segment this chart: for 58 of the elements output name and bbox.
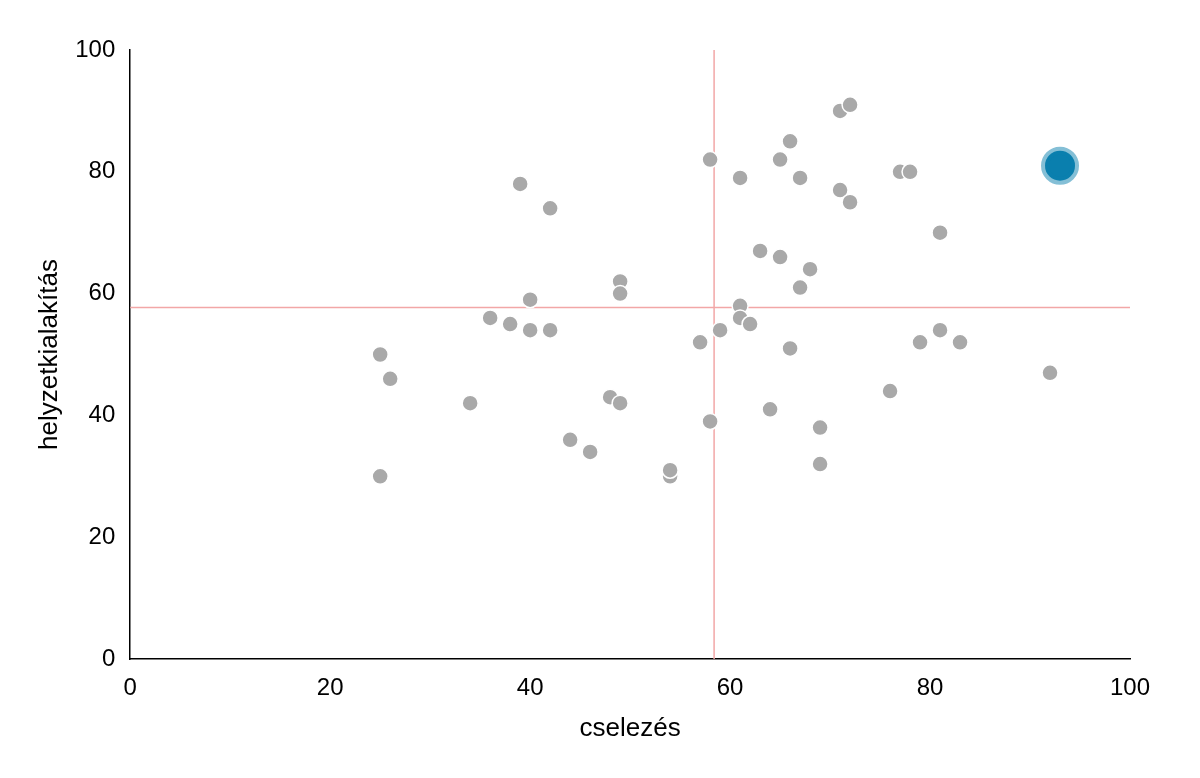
point [781, 132, 799, 151]
point [841, 193, 859, 211]
point [711, 321, 729, 339]
point [881, 382, 899, 400]
point [931, 321, 949, 339]
y-tick-label: 100 [75, 34, 116, 62]
point [781, 339, 799, 358]
y-tick-label: 20 [88, 521, 116, 549]
point [501, 315, 519, 333]
point [611, 394, 629, 412]
point [691, 333, 709, 352]
point [581, 443, 599, 461]
y-axis-title: helyzetkialakítás [32, 259, 63, 450]
y-tick-label: 40 [88, 400, 116, 428]
point [951, 333, 969, 352]
point [541, 321, 559, 339]
point [371, 345, 389, 364]
point [911, 333, 929, 352]
point [661, 461, 679, 479]
point [791, 278, 809, 297]
point [371, 467, 389, 486]
x-tick-label: 40 [516, 673, 544, 701]
x-tick-label: 100 [1109, 673, 1151, 701]
y-tick-label: 0 [101, 643, 116, 671]
point [801, 260, 819, 278]
point [771, 150, 789, 169]
point [701, 412, 719, 431]
point [611, 284, 629, 303]
point [731, 169, 749, 187]
point [481, 309, 499, 327]
point [541, 199, 559, 218]
point [741, 315, 759, 333]
point [841, 96, 859, 114]
point [1041, 364, 1059, 382]
point [811, 455, 829, 473]
point [811, 418, 829, 437]
x-tick-label: 0 [123, 673, 137, 701]
point [461, 394, 479, 412]
point [831, 181, 849, 199]
point [791, 169, 809, 187]
point [561, 431, 579, 449]
point [701, 150, 719, 169]
point [771, 248, 789, 266]
point [751, 242, 769, 260]
y-tick-label: 80 [88, 156, 116, 184]
point [521, 290, 539, 309]
point [761, 400, 779, 419]
x-tick-label: 20 [316, 673, 344, 701]
x-tick-label: 80 [916, 673, 944, 701]
x-axis-title: cselezés [579, 711, 681, 742]
point [381, 370, 399, 388]
point [511, 175, 529, 193]
x-tick-label: 60 [716, 673, 744, 701]
point [521, 321, 539, 339]
point [901, 163, 919, 181]
point [1041, 146, 1080, 185]
y-tick-label: 60 [88, 278, 116, 306]
point [931, 223, 949, 242]
